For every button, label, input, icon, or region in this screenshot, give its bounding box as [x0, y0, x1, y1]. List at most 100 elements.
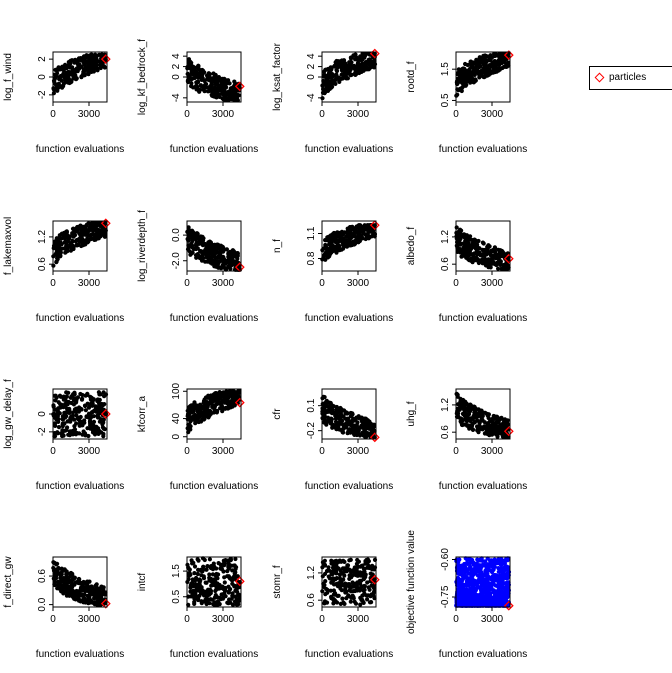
data-point	[79, 75, 84, 80]
data-point	[360, 424, 365, 430]
data-point	[97, 392, 102, 397]
data-point	[465, 62, 470, 68]
data-point	[214, 248, 219, 253]
x-axis-label: function evaluations	[170, 649, 258, 660]
data-point	[458, 403, 463, 408]
data-point	[206, 257, 211, 262]
data-point	[359, 69, 364, 74]
data-point	[343, 584, 348, 589]
data-point	[341, 236, 346, 241]
data-point	[328, 249, 333, 254]
best-particle-marker	[100, 54, 111, 65]
data-point	[190, 76, 196, 81]
data-point	[68, 416, 73, 421]
data-point	[209, 82, 214, 87]
data-point	[371, 231, 376, 236]
data-point	[475, 594, 480, 600]
data-point	[95, 397, 100, 402]
data-point	[232, 88, 237, 93]
data-point	[90, 68, 95, 73]
data-point	[185, 408, 190, 413]
data-point	[91, 414, 96, 419]
data-point	[349, 60, 354, 65]
data-point	[196, 415, 201, 420]
y-tick-label: 4	[306, 53, 317, 59]
data-point	[217, 399, 222, 405]
data-point	[473, 409, 478, 414]
data-point	[199, 238, 204, 243]
data-point	[490, 568, 495, 573]
data-point	[325, 76, 331, 81]
data-point	[188, 62, 193, 67]
best-particle-marker	[100, 218, 111, 229]
data-point	[204, 406, 209, 411]
data-point	[74, 242, 79, 247]
data-point	[340, 63, 345, 68]
data-point	[58, 575, 63, 581]
data-point	[360, 236, 365, 241]
data-point	[466, 240, 471, 245]
data-point	[91, 64, 96, 69]
data-point	[68, 584, 73, 589]
data-point	[339, 68, 344, 73]
data-point	[499, 566, 504, 571]
x-tick-label: 0	[453, 278, 459, 289]
data-point	[214, 566, 219, 571]
data-point	[327, 85, 332, 90]
data-point	[467, 258, 472, 263]
data-point	[188, 403, 193, 409]
data-point	[358, 223, 363, 228]
data-point	[193, 253, 199, 258]
data-point	[195, 557, 200, 562]
y-axis-label: stomr_f	[272, 565, 283, 599]
data-point	[81, 429, 86, 434]
data-point	[458, 234, 463, 239]
x-axis-label: function evaluations	[170, 313, 258, 324]
data-point	[504, 595, 509, 600]
data-point	[188, 589, 193, 594]
data-point	[497, 51, 502, 56]
x-tick-label: 0	[453, 446, 459, 457]
data-point	[91, 408, 97, 413]
x-tick-label: 0	[319, 109, 325, 120]
data-point	[349, 413, 354, 418]
data-point	[86, 70, 91, 75]
data-point	[358, 229, 363, 234]
data-point	[93, 54, 98, 59]
data-point	[331, 570, 336, 576]
data-point	[482, 74, 487, 79]
data-point	[85, 232, 90, 237]
data-point	[228, 399, 234, 404]
data-point	[499, 575, 504, 580]
data-point	[222, 563, 227, 568]
data-point	[70, 238, 75, 243]
data-point	[493, 53, 498, 58]
data-point	[57, 393, 63, 398]
data-point	[352, 430, 357, 435]
data-point	[349, 594, 354, 599]
data-point	[480, 595, 485, 600]
data-point	[498, 259, 503, 264]
best-particle-marker	[100, 409, 111, 419]
x-tick-label: 3000	[347, 614, 370, 625]
data-point	[233, 556, 238, 562]
data-point	[365, 418, 370, 423]
data-point	[203, 259, 208, 264]
data-point	[51, 246, 56, 251]
data-point	[371, 51, 377, 56]
data-point	[222, 88, 227, 93]
data-point	[336, 244, 341, 249]
data-point	[362, 587, 367, 593]
data-point	[490, 564, 495, 570]
data-point	[74, 421, 79, 426]
data-point	[53, 413, 58, 418]
data-point	[367, 600, 373, 605]
data-point	[83, 408, 88, 413]
data-point	[66, 408, 71, 414]
data-point	[463, 244, 468, 249]
y-tick-label: 0.6	[440, 425, 451, 439]
data-point	[62, 75, 67, 80]
data-point	[237, 390, 242, 395]
y-axis-label: f_direct_gw	[3, 556, 14, 608]
data-point	[78, 585, 84, 590]
